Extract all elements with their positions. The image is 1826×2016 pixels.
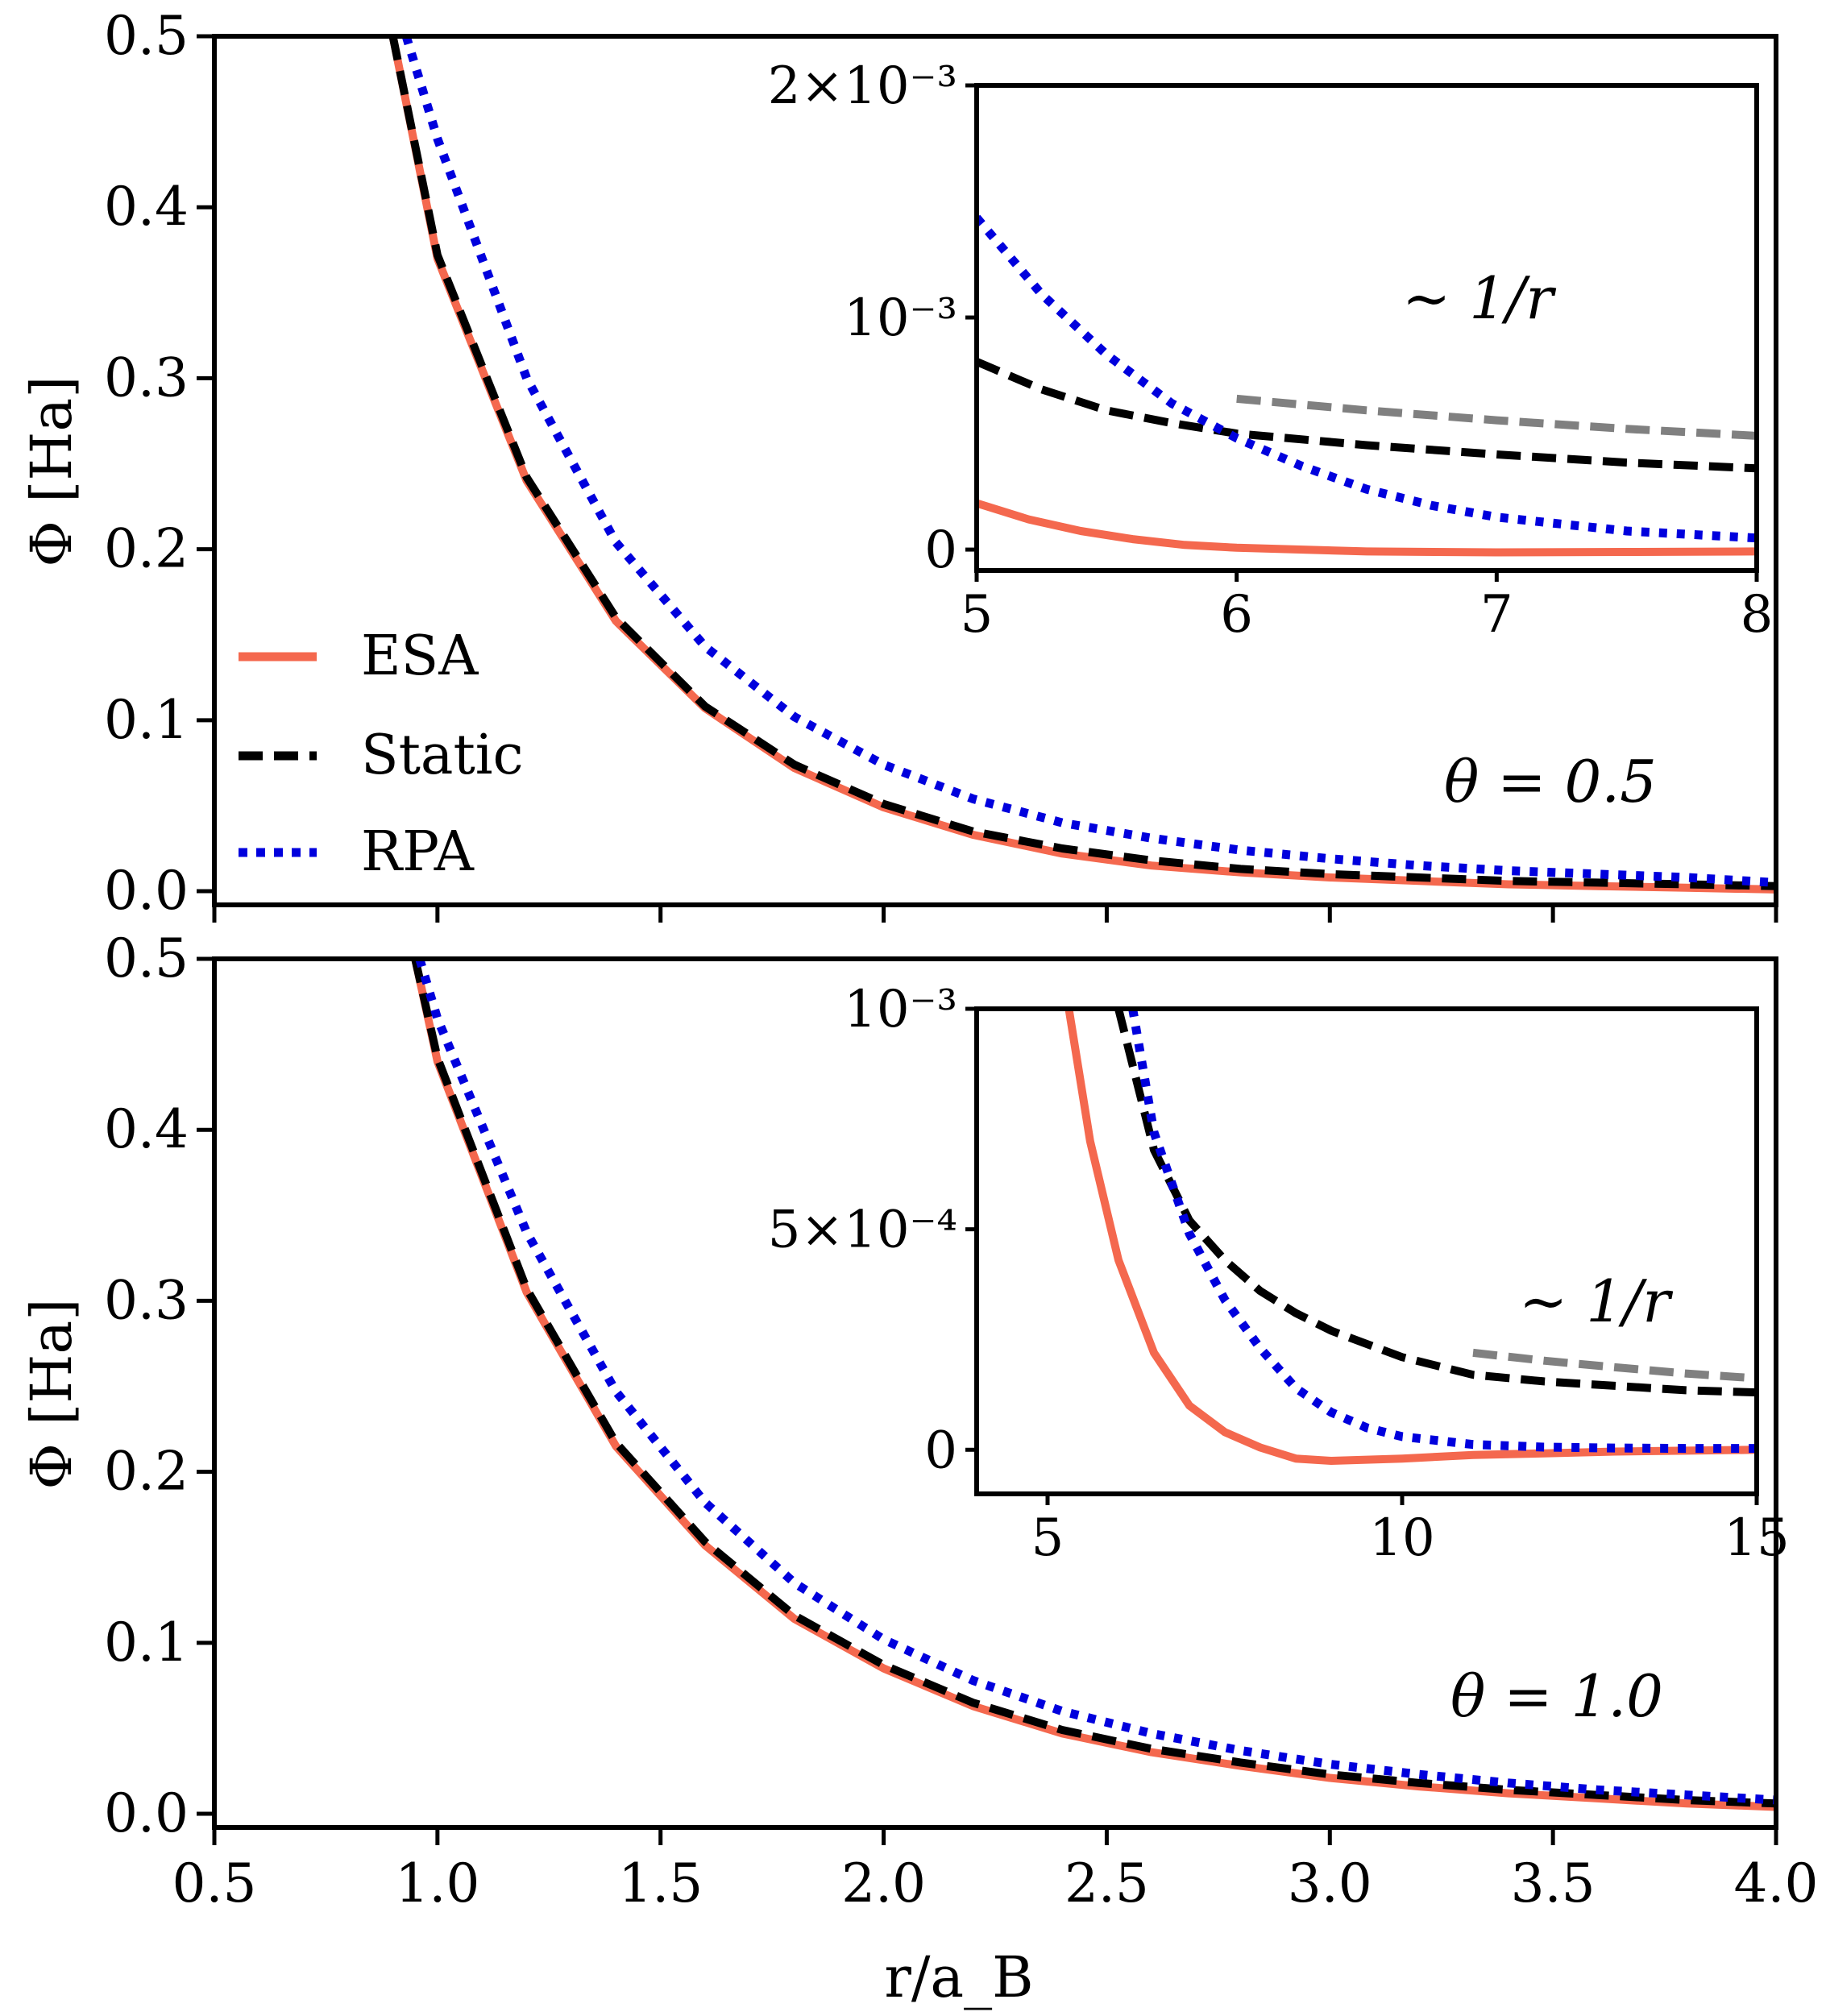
y-tick-label: 10⁻³ xyxy=(844,288,957,348)
series-line-1-r-reference xyxy=(1236,394,1757,440)
y-tick-label: 0.4 xyxy=(104,176,189,238)
series-line-rpa xyxy=(415,959,1776,1805)
x-tick-label: 1.0 xyxy=(395,1852,479,1914)
series-group xyxy=(388,36,1776,894)
legend-label-esa: ESA xyxy=(361,624,479,688)
x-tick-label: 4.0 xyxy=(1734,1852,1819,1914)
legend: ESA Static RPA xyxy=(239,624,524,884)
axes-frame xyxy=(974,83,1759,573)
x-axis-label: r/a_B xyxy=(884,1944,1033,2010)
inset-background xyxy=(977,1009,1757,1494)
y-tick-label: 0.5 xyxy=(104,927,189,989)
series-line-static xyxy=(411,959,1776,1808)
theta-label-top: θ = 0.5 xyxy=(1444,748,1657,815)
y-tick-label: 0.2 xyxy=(104,1441,189,1503)
y-tick-label: 0.0 xyxy=(104,860,189,922)
x-tick-label: 6 xyxy=(1220,585,1253,645)
y-tick-label: 0.0 xyxy=(104,1782,189,1844)
series-line-static xyxy=(388,36,1776,890)
series-group xyxy=(977,214,1757,557)
bottom-panel: 0.5 1.0 1.5 2.0 2.5 3.0 3.5 4.0 0.0 0.1 0.2 0.3 0.4 0… xyxy=(104,927,1818,1914)
y-tick-label: 0.5 xyxy=(104,5,189,67)
axes-frame xyxy=(212,956,1778,1830)
y-tick-label: 2×10⁻³ xyxy=(768,56,957,116)
series-group xyxy=(1064,1009,1757,1465)
one-over-r-label-bottom: ∼ 1/r xyxy=(1519,1267,1673,1335)
y-tick-label: 0.1 xyxy=(104,689,189,751)
x-tick-label: 3.0 xyxy=(1288,1852,1372,1914)
axes-frame xyxy=(212,34,1778,907)
y-tick-label: 0 xyxy=(924,521,957,580)
bottom-inset-panel: 5 10 15 0 5×10⁻⁴ 10⁻³ xyxy=(768,980,1790,1568)
one-over-r-label-top: ∼ 1/r xyxy=(1402,264,1556,332)
x-tick-label: 5 xyxy=(961,585,994,645)
series-line-1-r-reference xyxy=(1472,1348,1757,1383)
x-tick-label: 8 xyxy=(1741,585,1774,645)
y-tick-label: 0.2 xyxy=(104,518,189,580)
y-tick-label: 0.4 xyxy=(104,1098,189,1160)
inset-background xyxy=(977,85,1757,570)
axes-frame xyxy=(974,1006,1759,1496)
series-line-esa xyxy=(977,499,1757,557)
series-group xyxy=(411,959,1776,1811)
x-tick-label: 15 xyxy=(1724,1508,1789,1568)
y-tick-label: 5×10⁻⁴ xyxy=(768,1201,957,1260)
legend-label-rpa: RPA xyxy=(361,820,475,884)
series-line-rpa xyxy=(1128,1009,1757,1454)
x-tick-label: 2.5 xyxy=(1064,1852,1149,1914)
x-tick-label: 3.5 xyxy=(1511,1852,1596,1914)
top-inset-panel: 5 6 7 8 0 10⁻³ 2×10⁻³ xyxy=(768,56,1774,645)
x-tick-label: 10 xyxy=(1369,1508,1434,1568)
x-tick-label: 1.5 xyxy=(618,1852,703,1914)
y-tick-label: 0.3 xyxy=(104,1269,189,1331)
series-line-rpa xyxy=(977,214,1757,543)
y-tick-label: 0 xyxy=(924,1421,957,1480)
x-tick-label: 7 xyxy=(1480,585,1513,645)
y-axis-label-bottom: Φ [Ha] xyxy=(19,1298,85,1489)
y-tick-label: 0.1 xyxy=(104,1612,189,1674)
y-axis-label-top: Φ [Ha] xyxy=(19,375,85,566)
x-tick-label: 0.5 xyxy=(172,1852,257,1914)
theta-label-bottom: θ = 1.0 xyxy=(1450,1662,1663,1730)
top-panel: 0.0 0.1 0.2 0.3 0.4 0.5 xyxy=(104,5,1778,923)
x-tick-label: 2.0 xyxy=(841,1852,926,1914)
y-tick-label: 10⁻³ xyxy=(844,980,957,1039)
legend-label-static: Static xyxy=(361,724,524,787)
y-tick-label: 0.3 xyxy=(104,346,189,409)
x-tick-label: 5 xyxy=(1031,1508,1064,1568)
